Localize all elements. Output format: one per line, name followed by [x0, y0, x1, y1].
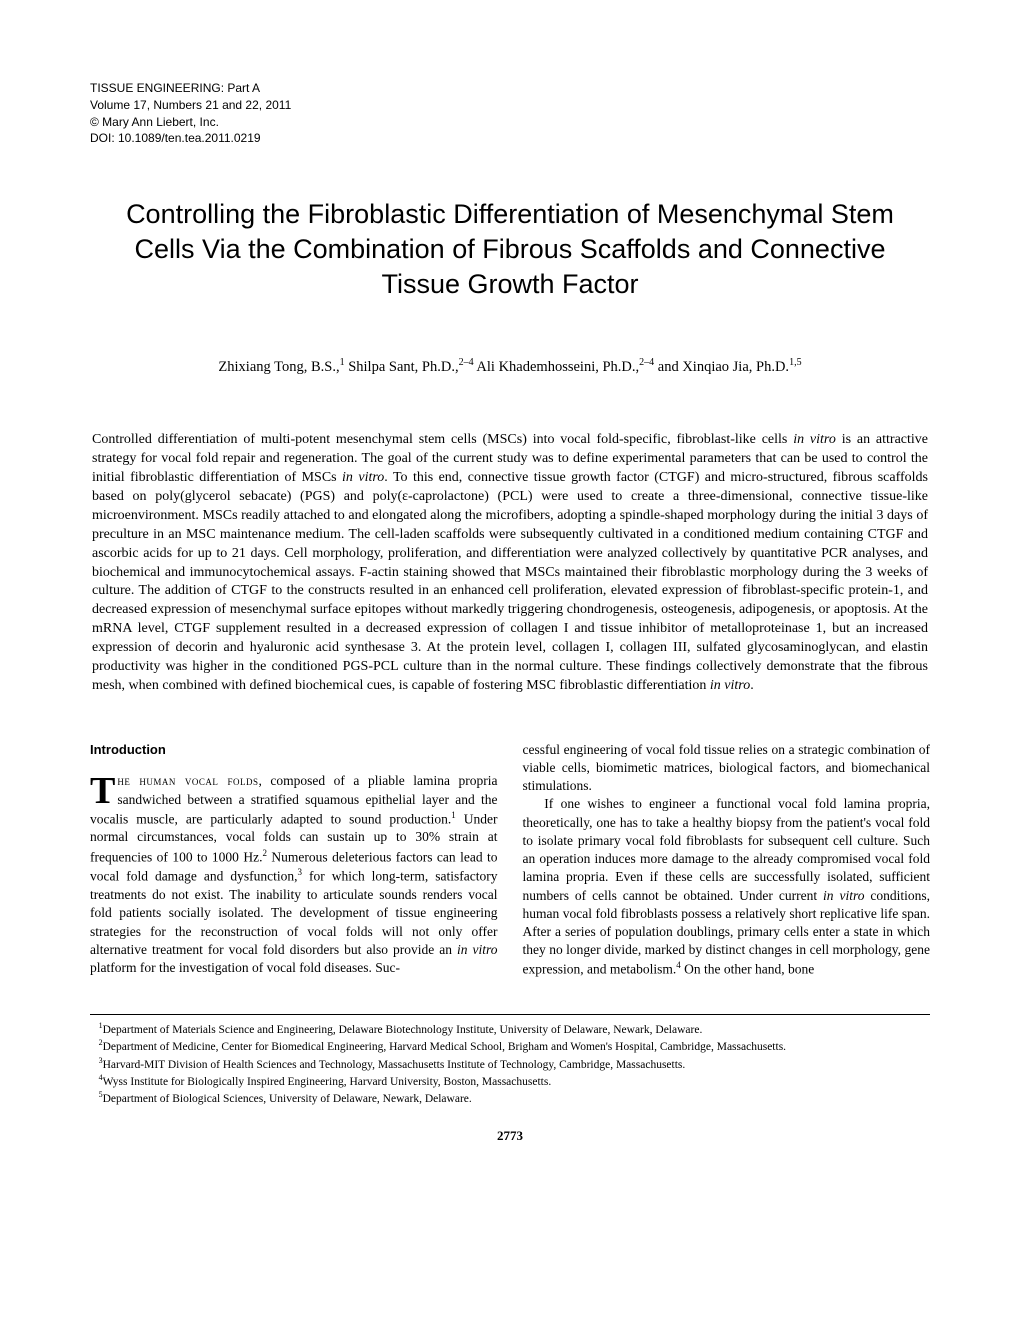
article-title: Controlling the Fibroblastic Differentia…	[90, 197, 930, 302]
journal-name: TISSUE ENGINEERING: Part A	[90, 80, 930, 97]
journal-header: TISSUE ENGINEERING: Part A Volume 17, Nu…	[90, 80, 930, 147]
footnotes-divider	[90, 1014, 930, 1015]
introduction-col1: The human vocal folds, composed of a pli…	[90, 772, 498, 977]
right-column: cessful engineering of vocal fold tissue…	[523, 741, 931, 979]
journal-doi: DOI: 10.1089/ten.tea.2011.0219	[90, 130, 930, 147]
page-number: 2773	[90, 1128, 930, 1144]
journal-volume: Volume 17, Numbers 21 and 22, 2011	[90, 97, 930, 114]
journal-copyright: © Mary Ann Liebert, Inc.	[90, 114, 930, 131]
affiliation-footnotes: 1Department of Materials Science and Eng…	[90, 1021, 930, 1108]
introduction-col2: cessful engineering of vocal fold tissue…	[523, 741, 931, 979]
body-columns: Introduction The human vocal folds, comp…	[90, 741, 930, 979]
introduction-heading: Introduction	[90, 741, 498, 759]
authors-line: Zhixiang Tong, B.S.,1 Shilpa Sant, Ph.D.…	[90, 357, 930, 376]
left-column: Introduction The human vocal folds, comp…	[90, 741, 498, 979]
abstract-text: Controlled differentiation of multi-pote…	[90, 431, 930, 695]
